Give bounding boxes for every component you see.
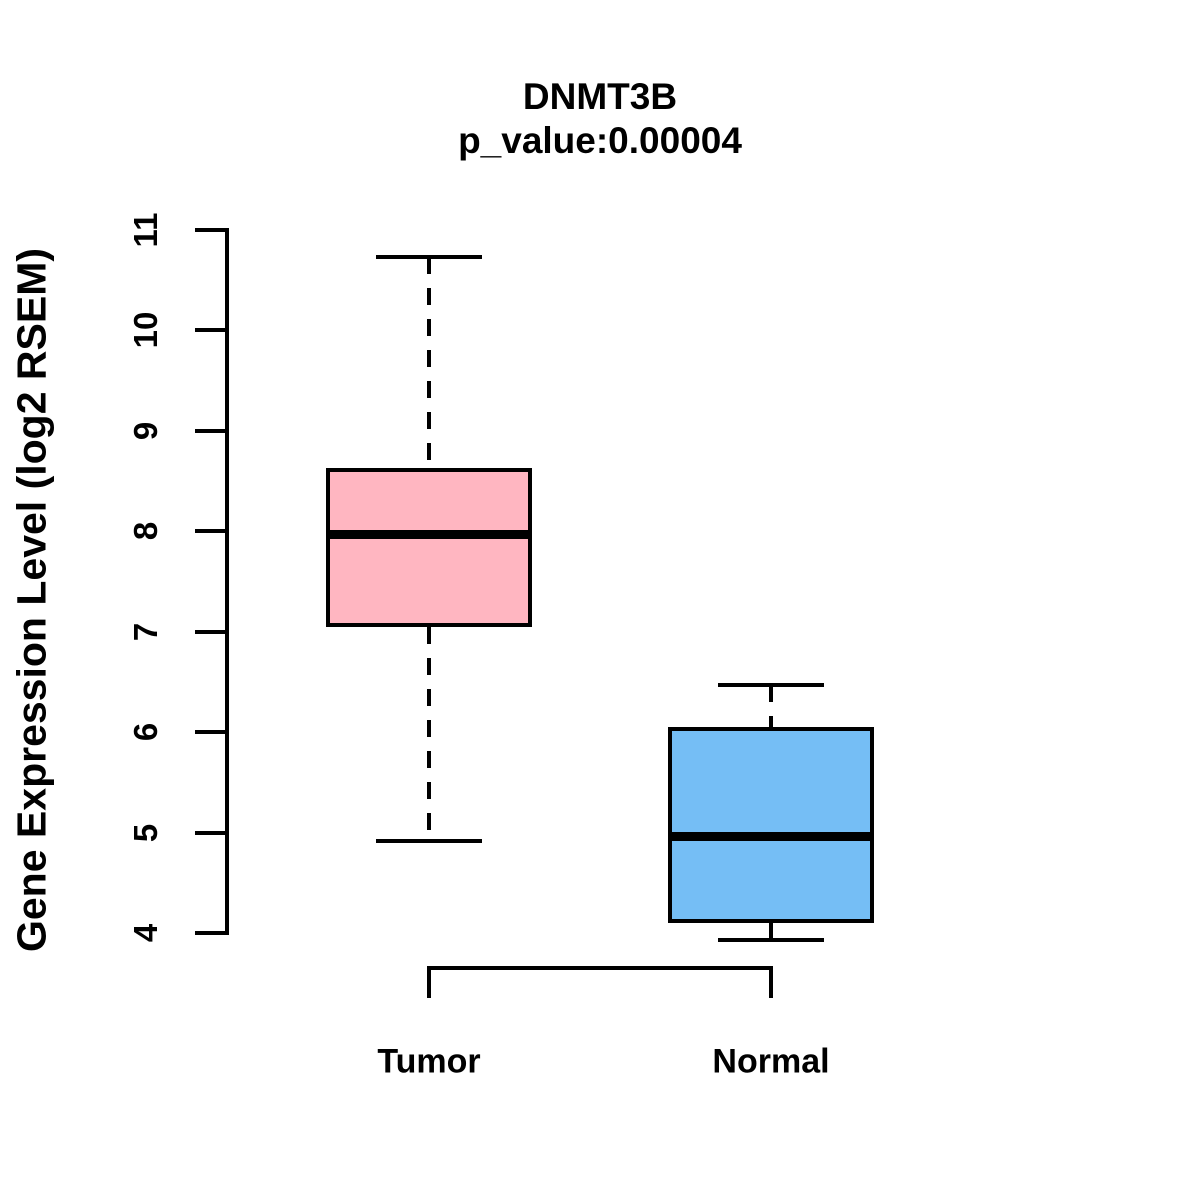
y-tick-mark bbox=[195, 529, 225, 534]
upper-whisker-cap bbox=[376, 255, 482, 260]
y-tick-mark bbox=[195, 629, 225, 634]
y-tick-mark bbox=[195, 328, 225, 333]
x-axis-tick bbox=[427, 966, 431, 998]
iqr-box-tumor bbox=[326, 468, 532, 627]
upper-whisker-cap bbox=[718, 682, 824, 687]
x-axis-label-normal: Normal bbox=[712, 1042, 830, 1081]
y-tick-label: 4 bbox=[127, 923, 164, 943]
y-tick-label: 11 bbox=[127, 212, 164, 248]
y-tick-mark bbox=[195, 228, 225, 232]
y-tick-label: 9 bbox=[127, 421, 164, 441]
upper-whisker bbox=[769, 684, 773, 728]
median-line bbox=[668, 832, 874, 842]
upper-whisker bbox=[427, 257, 431, 468]
y-tick-label: 5 bbox=[127, 823, 164, 842]
chart-pvalue-subtitle: p_value:0.00004 bbox=[458, 120, 742, 161]
y-tick-mark bbox=[195, 830, 225, 835]
chart-title: DNMT3B bbox=[522, 76, 678, 117]
y-axis-label: Gene Expression Level (log2 RSEM) bbox=[8, 247, 55, 953]
iqr-box-normal bbox=[668, 727, 874, 923]
y-tick-label: 6 bbox=[127, 722, 164, 742]
y-tick-label: 7 bbox=[127, 622, 164, 641]
y-tick-mark bbox=[195, 428, 225, 433]
x-axis-tick bbox=[769, 966, 773, 998]
lower-whisker bbox=[427, 626, 431, 841]
median-line bbox=[326, 529, 532, 539]
y-tick-mark bbox=[195, 730, 225, 735]
y-tick-label: 10 bbox=[127, 312, 164, 349]
lower-whisker-cap bbox=[718, 938, 824, 943]
y-tick-mark bbox=[195, 931, 225, 935]
x-axis-line bbox=[429, 966, 771, 970]
y-axis-line bbox=[225, 228, 229, 935]
lower-whisker bbox=[769, 922, 773, 941]
x-axis-label-tumor: Tumor bbox=[377, 1042, 481, 1081]
y-tick-label: 8 bbox=[127, 522, 164, 541]
lower-whisker-cap bbox=[376, 838, 482, 843]
